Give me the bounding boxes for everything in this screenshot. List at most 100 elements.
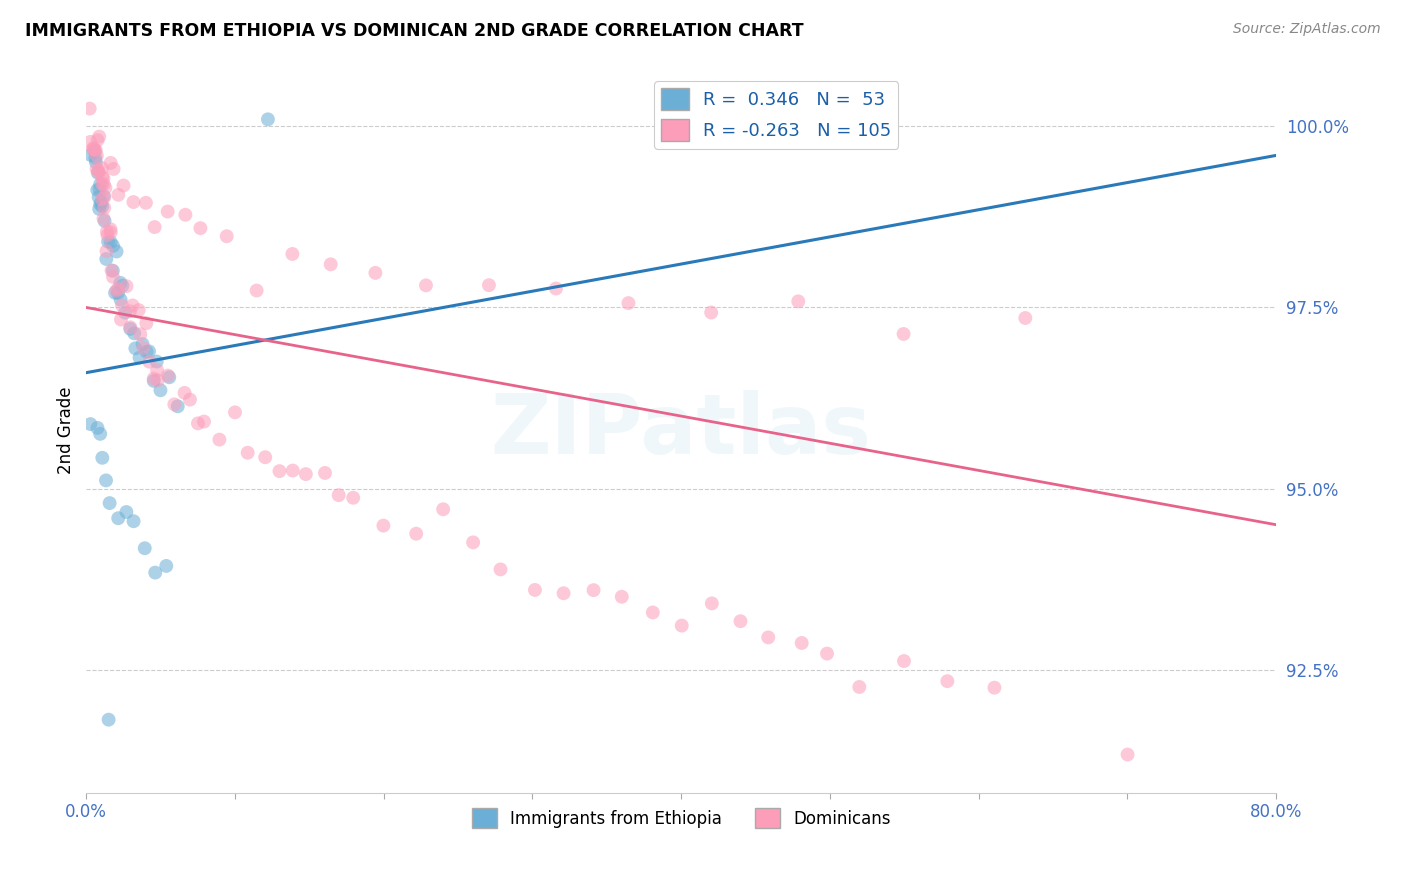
Point — [97, 713, 120, 727]
Point — [87, 190, 110, 204]
Point — [983, 681, 1005, 695]
Point — [79, 417, 101, 431]
Point — [101, 239, 124, 253]
Point — [893, 654, 915, 668]
Point — [936, 674, 959, 689]
Point — [89, 426, 111, 441]
Point — [112, 178, 135, 193]
Point — [156, 368, 179, 383]
Point — [87, 165, 110, 179]
Point — [89, 182, 111, 196]
Point — [91, 177, 114, 191]
Point — [91, 199, 114, 213]
Point — [96, 252, 118, 266]
Point — [122, 194, 145, 209]
Point — [83, 142, 105, 156]
Point — [96, 228, 118, 243]
Point — [122, 514, 145, 528]
Point — [129, 327, 152, 342]
Point — [163, 397, 186, 411]
Point — [146, 373, 169, 387]
Point — [135, 195, 157, 210]
Point — [730, 614, 752, 628]
Point — [373, 518, 395, 533]
Point — [269, 464, 291, 478]
Point — [110, 312, 132, 326]
Point — [89, 178, 111, 192]
Point — [461, 535, 484, 549]
Point — [328, 488, 350, 502]
Point — [107, 282, 129, 296]
Point — [115, 505, 138, 519]
Point — [143, 220, 166, 235]
Point — [138, 354, 160, 368]
Point — [128, 303, 150, 318]
Point — [489, 562, 512, 576]
Point — [582, 583, 605, 598]
Point — [142, 372, 165, 386]
Point — [96, 225, 118, 239]
Point — [432, 502, 454, 516]
Point — [405, 526, 427, 541]
Point — [134, 541, 156, 556]
Point — [89, 197, 111, 211]
Point — [131, 337, 153, 351]
Point — [523, 582, 546, 597]
Point — [100, 225, 122, 239]
Point — [157, 370, 180, 384]
Point — [553, 586, 575, 600]
Point — [544, 281, 567, 295]
Point — [101, 264, 124, 278]
Point — [138, 344, 160, 359]
Point — [83, 144, 105, 158]
Point — [132, 341, 155, 355]
Point — [478, 278, 501, 293]
Point — [93, 214, 115, 228]
Point — [174, 208, 197, 222]
Point — [281, 464, 304, 478]
Point — [97, 235, 120, 249]
Y-axis label: 2nd Grade: 2nd Grade — [58, 387, 75, 475]
Point — [155, 558, 177, 573]
Point — [848, 680, 870, 694]
Point — [257, 112, 280, 127]
Point — [215, 229, 238, 244]
Point — [295, 467, 318, 482]
Point — [87, 163, 110, 178]
Point — [87, 166, 110, 180]
Point — [187, 417, 209, 431]
Point — [100, 235, 122, 249]
Point — [93, 189, 115, 203]
Text: IMMIGRANTS FROM ETHIOPIA VS DOMINICAN 2ND GRADE CORRELATION CHART: IMMIGRANTS FROM ETHIOPIA VS DOMINICAN 2N… — [25, 22, 804, 40]
Point — [91, 161, 114, 175]
Point — [100, 156, 122, 170]
Point — [145, 354, 167, 368]
Point — [79, 102, 101, 116]
Text: ZIPatlas: ZIPatlas — [491, 390, 872, 471]
Point — [190, 221, 212, 235]
Point — [143, 566, 166, 580]
Point — [122, 326, 145, 341]
Point — [111, 278, 134, 293]
Point — [120, 322, 142, 336]
Point — [120, 320, 142, 334]
Legend: Immigrants from Ethiopia, Dominicans: Immigrants from Ethiopia, Dominicans — [465, 801, 897, 835]
Point — [149, 384, 172, 398]
Point — [107, 187, 129, 202]
Point — [96, 244, 118, 258]
Point — [104, 285, 127, 300]
Point — [93, 211, 115, 226]
Point — [105, 284, 128, 298]
Point — [82, 141, 104, 155]
Point — [94, 181, 117, 195]
Point — [103, 161, 125, 176]
Point — [84, 151, 107, 165]
Point — [121, 298, 143, 312]
Point — [86, 148, 108, 162]
Point — [135, 344, 157, 359]
Point — [93, 177, 115, 191]
Point — [756, 631, 779, 645]
Point — [617, 296, 640, 310]
Point — [93, 201, 115, 215]
Point — [128, 351, 150, 365]
